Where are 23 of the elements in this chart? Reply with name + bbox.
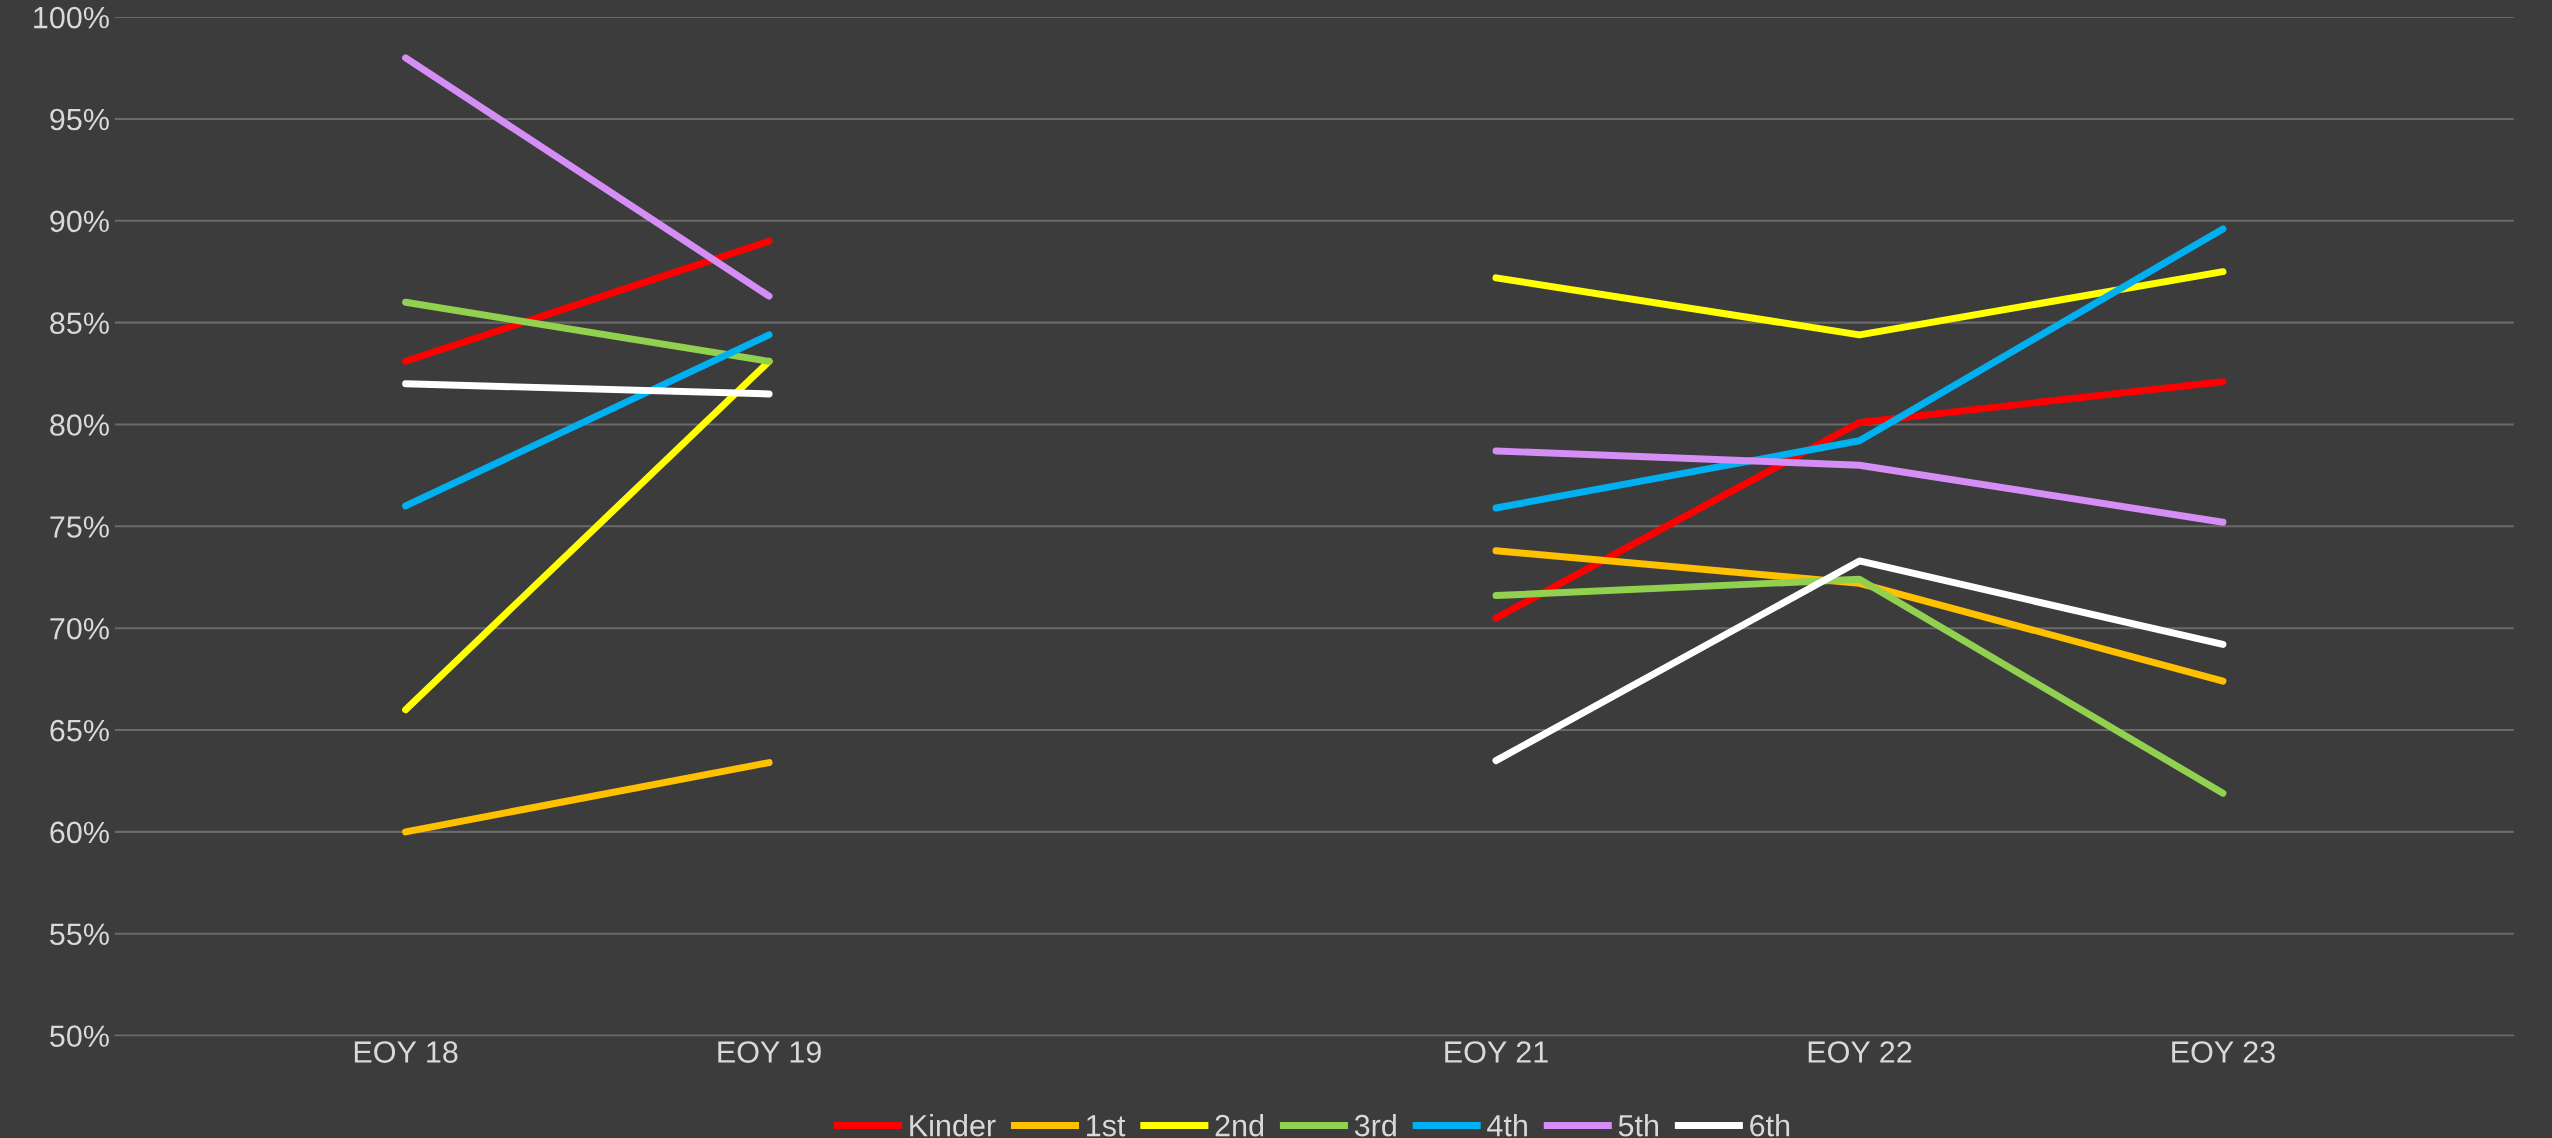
y-tick-label: 95% <box>50 108 109 131</box>
y-tick-label: 70% <box>50 617 109 640</box>
y-tick-label: 100% <box>34 6 109 29</box>
y-tick-label: 60% <box>50 821 109 844</box>
legend-label: 6th <box>1750 1114 1790 1137</box>
y-tick-label: 80% <box>50 414 109 436</box>
x-tick-label: EOY 19 <box>718 1041 821 1063</box>
y-tick-label: 90% <box>50 210 109 233</box>
x-tick-label: EOY 21 <box>1445 1041 1548 1063</box>
legend-label: 3rd <box>1354 1114 1396 1137</box>
y-tick-label: 55% <box>50 923 109 946</box>
y-tick-label: 50% <box>50 1025 109 1047</box>
legend-label: 1st <box>1087 1115 1126 1137</box>
y-tick-label: 85% <box>50 312 109 334</box>
x-tick-label: EOY 23 <box>2172 1041 2275 1063</box>
legend-label: 5th <box>1618 1114 1658 1137</box>
x-tick-label: EOY 22 <box>1808 1041 1912 1063</box>
legend-label: 4th <box>1487 1114 1527 1137</box>
legend-label: Kinder <box>910 1114 996 1137</box>
y-tick-label: 75% <box>50 516 109 538</box>
x-tick-label: EOY 18 <box>354 1041 458 1063</box>
y-tick-label: 65% <box>50 719 109 742</box>
legend-label: 2nd <box>1215 1114 1264 1137</box>
